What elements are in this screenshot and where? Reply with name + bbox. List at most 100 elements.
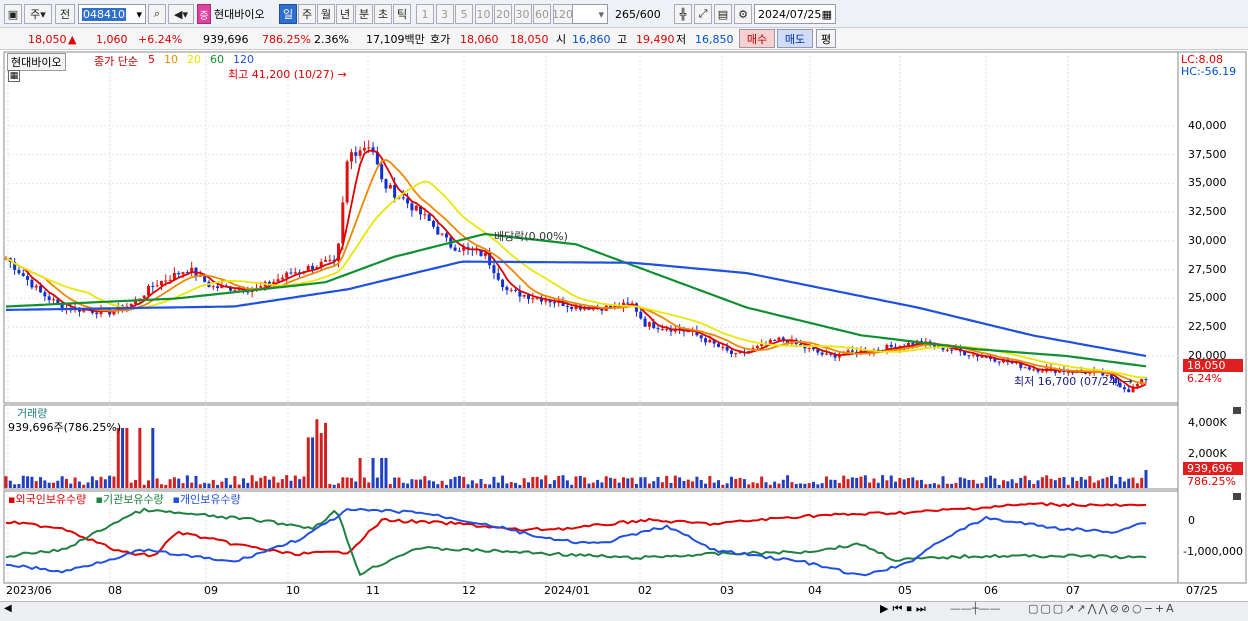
count-field[interactable]: 265/600	[612, 4, 666, 24]
buy-button[interactable]: 매수	[739, 29, 775, 48]
volume-bar	[358, 458, 362, 488]
candle	[436, 226, 440, 235]
candle	[164, 280, 168, 282]
gear-icon[interactable]: ⚙	[734, 4, 752, 24]
playback-controls[interactable]: ▶⏮⏹⏭	[880, 602, 930, 615]
candle	[1036, 369, 1040, 372]
tab-일[interactable]: 일	[279, 4, 297, 24]
candle	[95, 312, 99, 315]
tab-주[interactable]: 주	[298, 4, 316, 24]
crosshair-icon[interactable]: ╬	[674, 4, 692, 24]
candle	[17, 269, 21, 274]
volume-bar	[112, 476, 116, 488]
x-label: 2024/01	[544, 584, 590, 597]
chevron-down-icon: ▾	[598, 7, 604, 21]
save-icon[interactable]: ▤	[714, 4, 732, 24]
candle	[885, 344, 889, 352]
sell-button[interactable]: 매도	[777, 29, 813, 48]
code-input[interactable]: 048410 ▾	[78, 4, 146, 24]
minute-20[interactable]: 20	[494, 4, 512, 24]
candle	[414, 205, 418, 211]
volume-bar	[634, 483, 638, 488]
candle	[514, 289, 518, 291]
calendar-icon: ▦	[821, 7, 832, 21]
volume-bar	[816, 484, 820, 488]
volume-bar	[419, 479, 423, 488]
candle	[82, 309, 86, 312]
x-label: 11	[366, 584, 380, 597]
volume-bar	[682, 480, 686, 488]
volume-bar	[596, 479, 600, 488]
minute-60[interactable]: 60	[533, 4, 551, 24]
volume-bar	[479, 479, 483, 488]
candle	[984, 356, 988, 358]
candle	[829, 353, 833, 355]
volume-bar	[600, 482, 604, 488]
tab-틱[interactable]: 틱	[393, 4, 411, 24]
volume-bar	[578, 475, 582, 488]
candle	[626, 302, 630, 304]
candle	[259, 286, 263, 288]
draw-icon[interactable]: ⤢	[694, 4, 712, 24]
tab-월[interactable]: 월	[317, 4, 335, 24]
volume-bar	[315, 419, 319, 488]
prev-button[interactable]: 전	[55, 4, 75, 24]
sound-icon[interactable]: ◀▾	[168, 4, 194, 24]
minute-10[interactable]: 10	[474, 4, 493, 24]
volume-bar	[1105, 477, 1109, 488]
scroll-left-icon[interactable]: ◀	[4, 603, 12, 614]
date-field[interactable]: 2024/07/25 ▦	[754, 4, 836, 24]
volume-bar	[332, 484, 336, 488]
volume-bar	[470, 480, 474, 488]
search-icon[interactable]: ⌕	[148, 4, 166, 24]
tool-icons[interactable]: ▢▢▢↗↗⋀⋀⊘⊘○−+A	[1028, 602, 1176, 615]
candle	[185, 272, 189, 274]
volume-bar	[337, 483, 340, 488]
minute-30[interactable]: 30	[513, 4, 532, 24]
minute-120[interactable]: 120	[552, 4, 573, 24]
candle	[781, 337, 785, 340]
minute-1[interactable]: 1	[416, 4, 434, 24]
volume-bar	[147, 480, 150, 488]
tab-초[interactable]: 초	[374, 4, 392, 24]
volume-bar	[60, 476, 64, 488]
volume-bar	[1109, 475, 1113, 488]
volume-bar	[1002, 480, 1005, 488]
volume-bar	[639, 477, 643, 488]
volume-bar	[406, 483, 410, 488]
candle	[56, 299, 60, 304]
volume-bar	[30, 476, 34, 488]
scrollbar[interactable]	[0, 601, 1248, 621]
candle	[423, 214, 427, 216]
zoom-slider[interactable]: ——┼——	[950, 602, 1001, 615]
market-select[interactable]: 주 ▾	[24, 4, 52, 24]
ask-price: 18,060	[460, 32, 499, 46]
candle	[980, 356, 984, 358]
candle	[60, 303, 64, 311]
volume-bar	[151, 428, 155, 488]
volume-bar	[34, 481, 38, 488]
volume-bar	[1036, 480, 1040, 488]
chart-area[interactable]	[0, 50, 1248, 621]
volume-bar	[1045, 475, 1049, 488]
volume-bar	[103, 479, 107, 488]
tab-분[interactable]: 분	[355, 4, 373, 24]
eval-button[interactable]: 평	[816, 29, 836, 48]
candle	[267, 281, 271, 285]
y-label: 25,000	[1188, 291, 1227, 305]
window-icon[interactable]: ▣	[4, 4, 22, 24]
volume-bar	[4, 476, 8, 488]
holding-line-2	[5, 507, 1146, 577]
volume-bar	[876, 482, 880, 488]
candle	[539, 297, 543, 302]
tab-년[interactable]: 년	[336, 4, 354, 24]
minute-3[interactable]: 3	[435, 4, 454, 24]
vol-y-label: 4,000K	[1188, 416, 1227, 429]
grid-icon[interactable]: ▦	[8, 70, 20, 82]
minute-5[interactable]: 5	[455, 4, 473, 24]
volume-bar	[1140, 477, 1144, 488]
unit-select[interactable]: ▾	[572, 4, 608, 24]
volume-bar	[1066, 484, 1070, 488]
y-label: 20,000	[1188, 348, 1227, 362]
y-label: 30,000	[1188, 233, 1227, 247]
